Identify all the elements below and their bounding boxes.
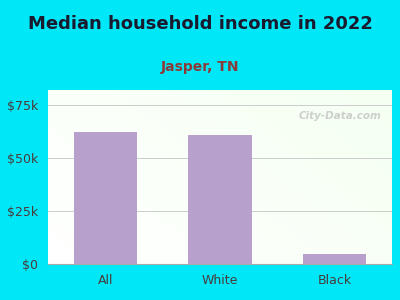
Text: City-Data.com: City-Data.com <box>299 111 382 121</box>
Bar <box>74 132 137 264</box>
Bar <box>188 135 252 264</box>
Bar <box>303 254 366 264</box>
Text: Jasper, TN: Jasper, TN <box>161 60 239 74</box>
Text: Median household income in 2022: Median household income in 2022 <box>28 15 372 33</box>
